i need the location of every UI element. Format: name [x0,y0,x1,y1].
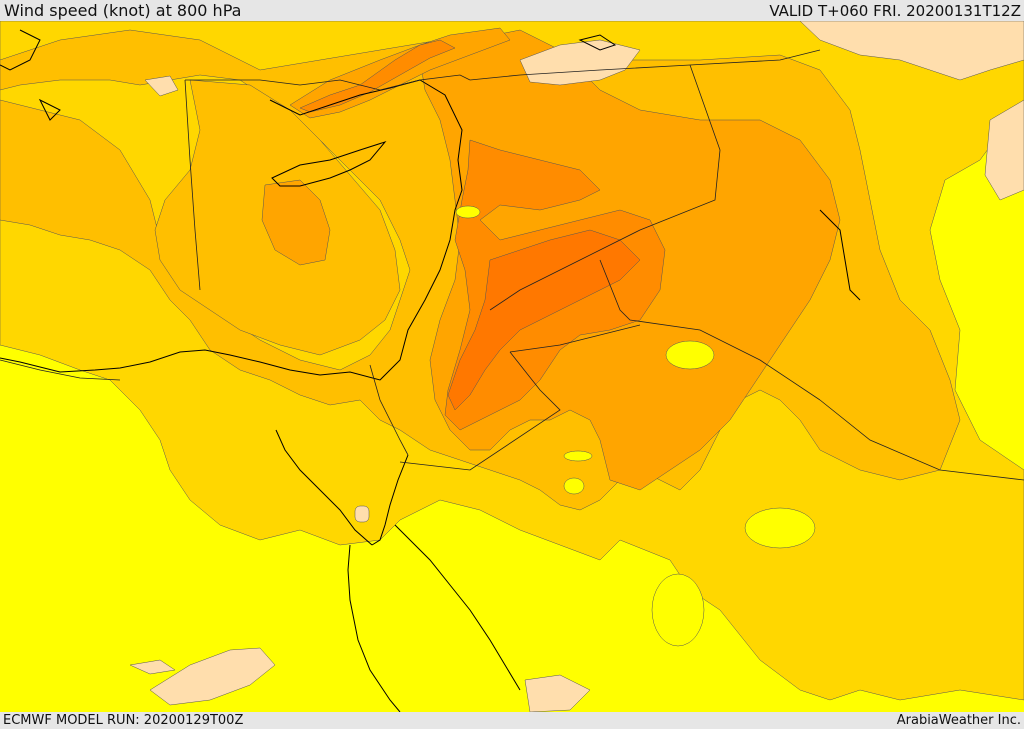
credit-label: ArabiaWeather Inc. [896,713,1021,728]
map-title: Wind speed (knot) at 800 hPa [4,1,242,20]
wind-band-4-cyprus [261,179,331,266]
low-wind-spot [563,450,593,462]
map-footer: ECMWF MODEL RUN: 20200129T00Z ArabiaWeat… [0,712,1024,729]
wind-speed-map [0,21,1024,712]
calm-patch-northeast [799,21,1024,81]
calm-patch-southwest [149,647,276,706]
calm-patch-east [984,99,1024,201]
low-wind-spot [455,205,481,219]
map-header: Wind speed (knot) at 800 hPa VALID T+060… [0,0,1024,21]
calm-patch-sinai [354,505,370,523]
low-wind-spot [744,507,816,549]
map-canvas [0,21,1024,712]
low-wind-spot [665,340,715,370]
calm-patch-north [519,39,641,86]
low-wind-spot [563,477,585,495]
calm-patch-south [524,674,591,712]
calm-patch-med [144,75,179,97]
borders [0,49,1024,481]
valid-time: VALID T+060 FRI. 20200131T12Z [769,2,1021,20]
wind-band-6 [447,229,641,411]
low-wind-spot [651,573,705,647]
calm-patch-west [129,659,176,675]
model-run-label: ECMWF MODEL RUN: 20200129T00Z [3,713,244,728]
